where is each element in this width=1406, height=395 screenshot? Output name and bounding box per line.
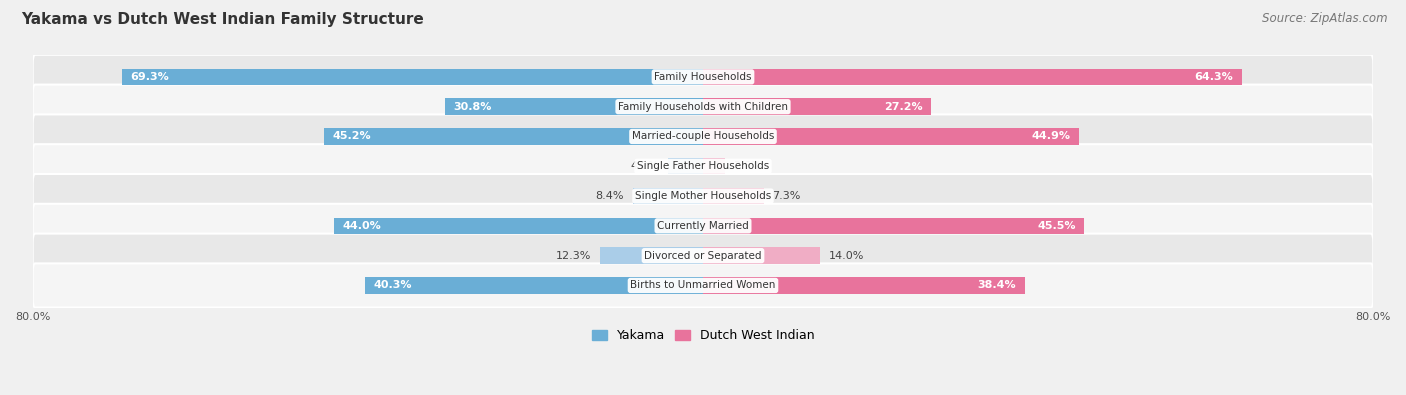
Bar: [703, 277, 1025, 293]
Bar: [703, 69, 1241, 85]
Text: 38.4%: 38.4%: [977, 280, 1017, 290]
FancyBboxPatch shape: [32, 174, 1374, 218]
Bar: [703, 158, 724, 175]
Text: 44.9%: 44.9%: [1032, 132, 1071, 141]
Text: 64.3%: 64.3%: [1195, 72, 1233, 82]
Text: 8.4%: 8.4%: [596, 191, 624, 201]
Bar: [668, 158, 703, 175]
Text: 7.3%: 7.3%: [772, 191, 801, 201]
Bar: [335, 218, 703, 234]
FancyBboxPatch shape: [32, 85, 1374, 129]
Bar: [600, 247, 703, 264]
Text: Family Households with Children: Family Households with Children: [619, 102, 787, 112]
Bar: [366, 277, 703, 293]
Bar: [444, 98, 703, 115]
Text: 2.6%: 2.6%: [733, 161, 762, 171]
Bar: [703, 188, 765, 204]
Text: Births to Unmarried Women: Births to Unmarried Women: [630, 280, 776, 290]
Text: 4.2%: 4.2%: [631, 161, 659, 171]
Bar: [703, 218, 1084, 234]
Text: 12.3%: 12.3%: [557, 251, 592, 261]
FancyBboxPatch shape: [32, 55, 1374, 99]
Text: Yakama vs Dutch West Indian Family Structure: Yakama vs Dutch West Indian Family Struc…: [21, 12, 423, 27]
Text: 14.0%: 14.0%: [828, 251, 865, 261]
FancyBboxPatch shape: [32, 144, 1374, 188]
Text: Single Father Households: Single Father Households: [637, 161, 769, 171]
Bar: [703, 98, 931, 115]
Text: Family Households: Family Households: [654, 72, 752, 82]
Text: 69.3%: 69.3%: [131, 72, 170, 82]
Text: 44.0%: 44.0%: [343, 221, 381, 231]
Text: 27.2%: 27.2%: [884, 102, 922, 112]
Legend: Yakama, Dutch West Indian: Yakama, Dutch West Indian: [586, 324, 820, 347]
Text: Single Mother Households: Single Mother Households: [636, 191, 770, 201]
Text: 45.2%: 45.2%: [333, 132, 371, 141]
Text: 45.5%: 45.5%: [1038, 221, 1076, 231]
Text: 30.8%: 30.8%: [453, 102, 492, 112]
Text: 40.3%: 40.3%: [374, 280, 412, 290]
Bar: [122, 69, 703, 85]
Text: Divorced or Separated: Divorced or Separated: [644, 251, 762, 261]
FancyBboxPatch shape: [32, 233, 1374, 278]
Text: Married-couple Households: Married-couple Households: [631, 132, 775, 141]
Bar: [703, 247, 820, 264]
FancyBboxPatch shape: [32, 204, 1374, 248]
FancyBboxPatch shape: [32, 263, 1374, 307]
Bar: [325, 128, 703, 145]
Bar: [703, 128, 1080, 145]
Bar: [633, 188, 703, 204]
FancyBboxPatch shape: [32, 115, 1374, 158]
Text: Source: ZipAtlas.com: Source: ZipAtlas.com: [1263, 12, 1388, 25]
Text: Currently Married: Currently Married: [657, 221, 749, 231]
